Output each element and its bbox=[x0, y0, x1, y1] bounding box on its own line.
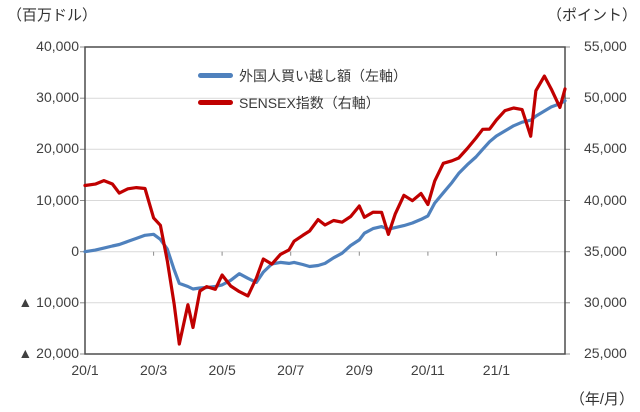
right-axis-tick-label: 25,000 bbox=[584, 345, 627, 361]
x-axis-tick-label: 20/7 bbox=[277, 362, 305, 378]
legend-item-sensex: SENSEX指数（右軸） bbox=[198, 89, 407, 116]
legend-item-foreign: 外国人買い越し額（左軸） bbox=[198, 62, 407, 89]
legend-label-foreign: 外国人買い越し額（左軸） bbox=[239, 67, 407, 84]
sensex-index-line bbox=[83, 74, 567, 346]
legend-label-sensex: SENSEX指数（右軸） bbox=[239, 94, 380, 111]
left-axis-tick-label: 30,000 bbox=[36, 89, 79, 106]
x-axis-tick-label: 20/5 bbox=[208, 362, 236, 378]
right-axis-tick-label: 55,000 bbox=[584, 38, 627, 54]
x-axis-tick-label: 20/9 bbox=[345, 362, 373, 378]
left-axis-tick-label: 40,000 bbox=[36, 38, 79, 54]
right-axis-tick-label: 50,000 bbox=[584, 89, 627, 106]
right-axis-tick-label: 40,000 bbox=[584, 191, 627, 208]
x-axis-tick-label: 20/3 bbox=[139, 362, 168, 378]
sensex-line-swatch-icon bbox=[198, 100, 233, 105]
left-axis-tick-label: 20,000 bbox=[36, 140, 79, 157]
foreign-net-buying-line bbox=[83, 99, 567, 291]
plot-frame bbox=[84, 46, 566, 355]
foreign-line-swatch-icon bbox=[198, 73, 233, 78]
x-axis-tick-label: 20/11 bbox=[410, 362, 445, 378]
left-axis-tick-label: 0 bbox=[71, 242, 79, 259]
right-axis-tick-label: 35,000 bbox=[584, 242, 627, 259]
left-axis-tick-label: ▲ 10,000 bbox=[18, 293, 79, 310]
right-axis-unit-label: （ポイント） bbox=[546, 7, 637, 24]
legend: 外国人買い越し額（左軸） SENSEX指数（右軸） bbox=[198, 62, 407, 116]
x-axis-unit-label: （年/月） bbox=[569, 391, 634, 408]
left-axis-unit-label: （百万ドル） bbox=[7, 7, 98, 24]
x-axis-tick-label: 20/1 bbox=[71, 362, 99, 378]
x-axis-tick-label: 21/1 bbox=[482, 362, 511, 378]
right-axis-tick-label: 30,000 bbox=[584, 293, 627, 310]
left-axis-tick-label: ▲ 20,000 bbox=[18, 345, 79, 361]
left-axis-tick-label: 10,000 bbox=[36, 191, 79, 208]
right-axis-tick-label: 45,000 bbox=[584, 140, 627, 157]
